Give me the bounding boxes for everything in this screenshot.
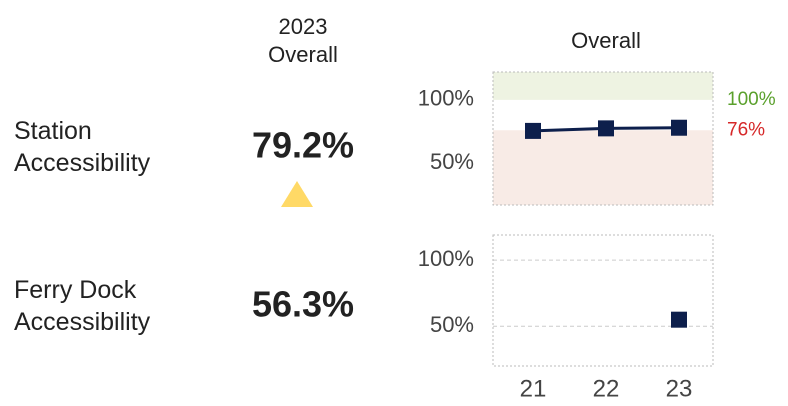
threshold-band (493, 72, 713, 100)
threshold-label: 76% (727, 119, 765, 140)
threshold-label: 100% (727, 89, 776, 110)
y-tick-label: 50% (430, 149, 474, 174)
trend-indicator (281, 181, 313, 207)
data-point (525, 122, 541, 139)
row-value: 79.2% (252, 125, 354, 166)
chart-frame (492, 71, 714, 206)
data-point (671, 119, 687, 136)
data-point (671, 311, 687, 328)
threshold-band (493, 130, 713, 205)
chart-frame (492, 234, 714, 367)
data-point (598, 120, 614, 137)
y-tick-label: 100% (418, 246, 474, 271)
x-tick-label: 21 (520, 375, 547, 402)
x-tick-label: 23 (666, 375, 693, 402)
y-tick-label: 50% (430, 312, 474, 337)
row-value: 56.3% (252, 284, 354, 325)
trend-header: Overall (571, 28, 641, 53)
summary-header: 2023 Overall (268, 14, 338, 67)
x-tick-label: 22 (593, 375, 620, 402)
y-tick-label: 100% (418, 86, 474, 111)
row-label: Ferry Dock Accessibility (14, 276, 151, 336)
row-label: Station Accessibility (14, 117, 151, 177)
